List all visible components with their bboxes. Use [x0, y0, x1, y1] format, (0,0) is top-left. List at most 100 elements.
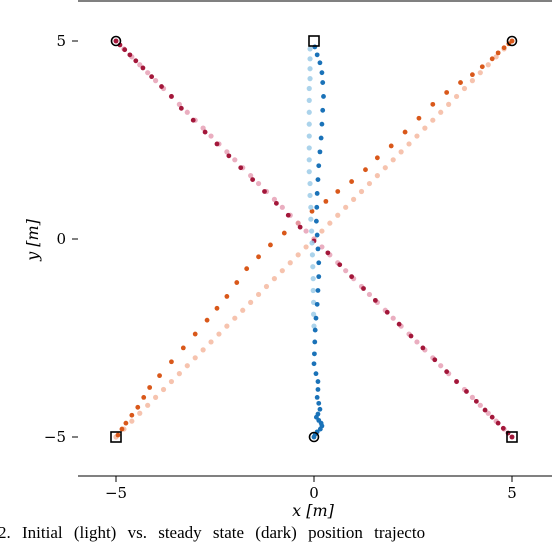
start-square-marker	[506, 431, 518, 443]
data-point	[319, 228, 325, 234]
data-point	[312, 351, 317, 357]
data-point	[414, 339, 420, 345]
axes-frame	[78, 0, 552, 477]
data-point	[314, 232, 320, 238]
data-point	[244, 266, 250, 272]
data-point	[374, 173, 380, 179]
data-point	[416, 115, 422, 121]
data-point	[216, 331, 222, 337]
data-point	[176, 371, 182, 377]
goal-circle-marker	[506, 35, 518, 47]
data-point	[135, 404, 141, 410]
data-point	[190, 117, 196, 123]
data-point	[315, 387, 321, 392]
data-point	[224, 149, 230, 155]
series-2	[115, 38, 515, 438]
data-point	[317, 60, 323, 66]
data-point	[319, 70, 325, 76]
data-point	[306, 85, 312, 92]
data-point	[147, 385, 153, 390]
data-point	[461, 85, 468, 92]
series-4	[113, 38, 515, 440]
data-point	[469, 78, 475, 84]
data-point	[115, 432, 121, 438]
data-point	[495, 50, 501, 56]
data-point	[224, 323, 230, 329]
data-point	[325, 250, 331, 256]
data-point	[169, 359, 174, 365]
data-point	[320, 80, 326, 85]
y-axis-label: y [m]	[23, 218, 42, 262]
y-tick-label: −5	[44, 428, 66, 446]
data-point	[232, 315, 238, 321]
data-point	[248, 173, 254, 179]
data-point	[168, 378, 175, 385]
data-point	[349, 179, 355, 184]
data-point	[316, 260, 322, 266]
data-point	[308, 216, 314, 222]
data-point	[408, 333, 414, 339]
data-point	[192, 355, 198, 361]
data-point	[204, 317, 210, 323]
data-point	[388, 143, 394, 149]
data-point	[159, 84, 164, 89]
data-point	[489, 414, 495, 420]
data-point	[140, 65, 146, 71]
data-point	[458, 80, 463, 85]
x-tick-label: 0	[309, 484, 319, 502]
data-point	[255, 180, 262, 187]
data-point	[327, 220, 333, 226]
data-point	[287, 260, 293, 266]
data-point	[208, 133, 214, 139]
data-point	[509, 38, 515, 44]
data-point	[263, 283, 270, 290]
data-point	[309, 240, 315, 246]
figure-caption: 2. Initial (light) vs. steady state (dar…	[0, 523, 426, 542]
data-point	[313, 315, 319, 321]
data-point	[313, 371, 319, 377]
data-point	[444, 369, 450, 375]
x-tick-label: 5	[507, 484, 517, 502]
data-point	[295, 220, 301, 226]
data-point	[309, 228, 315, 234]
data-point	[315, 246, 321, 252]
data-point	[133, 58, 139, 64]
data-point	[184, 363, 190, 369]
endpoint-markers	[110, 35, 518, 443]
data-point	[316, 274, 322, 280]
data-point	[313, 218, 319, 224]
data-point	[314, 52, 320, 58]
data-point	[137, 62, 143, 68]
data-point	[495, 420, 501, 426]
data-point	[262, 189, 267, 194]
data-point	[248, 299, 254, 305]
data-point	[372, 297, 378, 303]
data-point	[384, 309, 390, 315]
data-point	[414, 133, 420, 139]
start-square-marker	[308, 35, 320, 47]
data-point	[316, 163, 322, 169]
data-point	[153, 78, 159, 84]
axis-ticks: −5 0 5 5 0 −5	[44, 32, 517, 502]
data-point	[310, 287, 316, 294]
data-series	[113, 38, 515, 440]
data-point	[493, 54, 499, 60]
start-square-marker	[110, 431, 122, 443]
data-point	[311, 311, 317, 317]
data-point	[306, 109, 312, 115]
data-point	[453, 93, 460, 100]
data-point	[398, 149, 404, 155]
data-point	[129, 412, 135, 418]
data-point	[485, 62, 491, 68]
data-point	[317, 426, 323, 432]
data-point	[306, 121, 312, 127]
data-point	[129, 418, 135, 424]
data-point	[145, 70, 151, 76]
data-point	[500, 425, 506, 431]
data-point	[432, 357, 438, 363]
data-point	[157, 373, 162, 379]
data-point	[311, 434, 317, 440]
data-point	[358, 188, 365, 195]
data-point	[343, 204, 349, 210]
